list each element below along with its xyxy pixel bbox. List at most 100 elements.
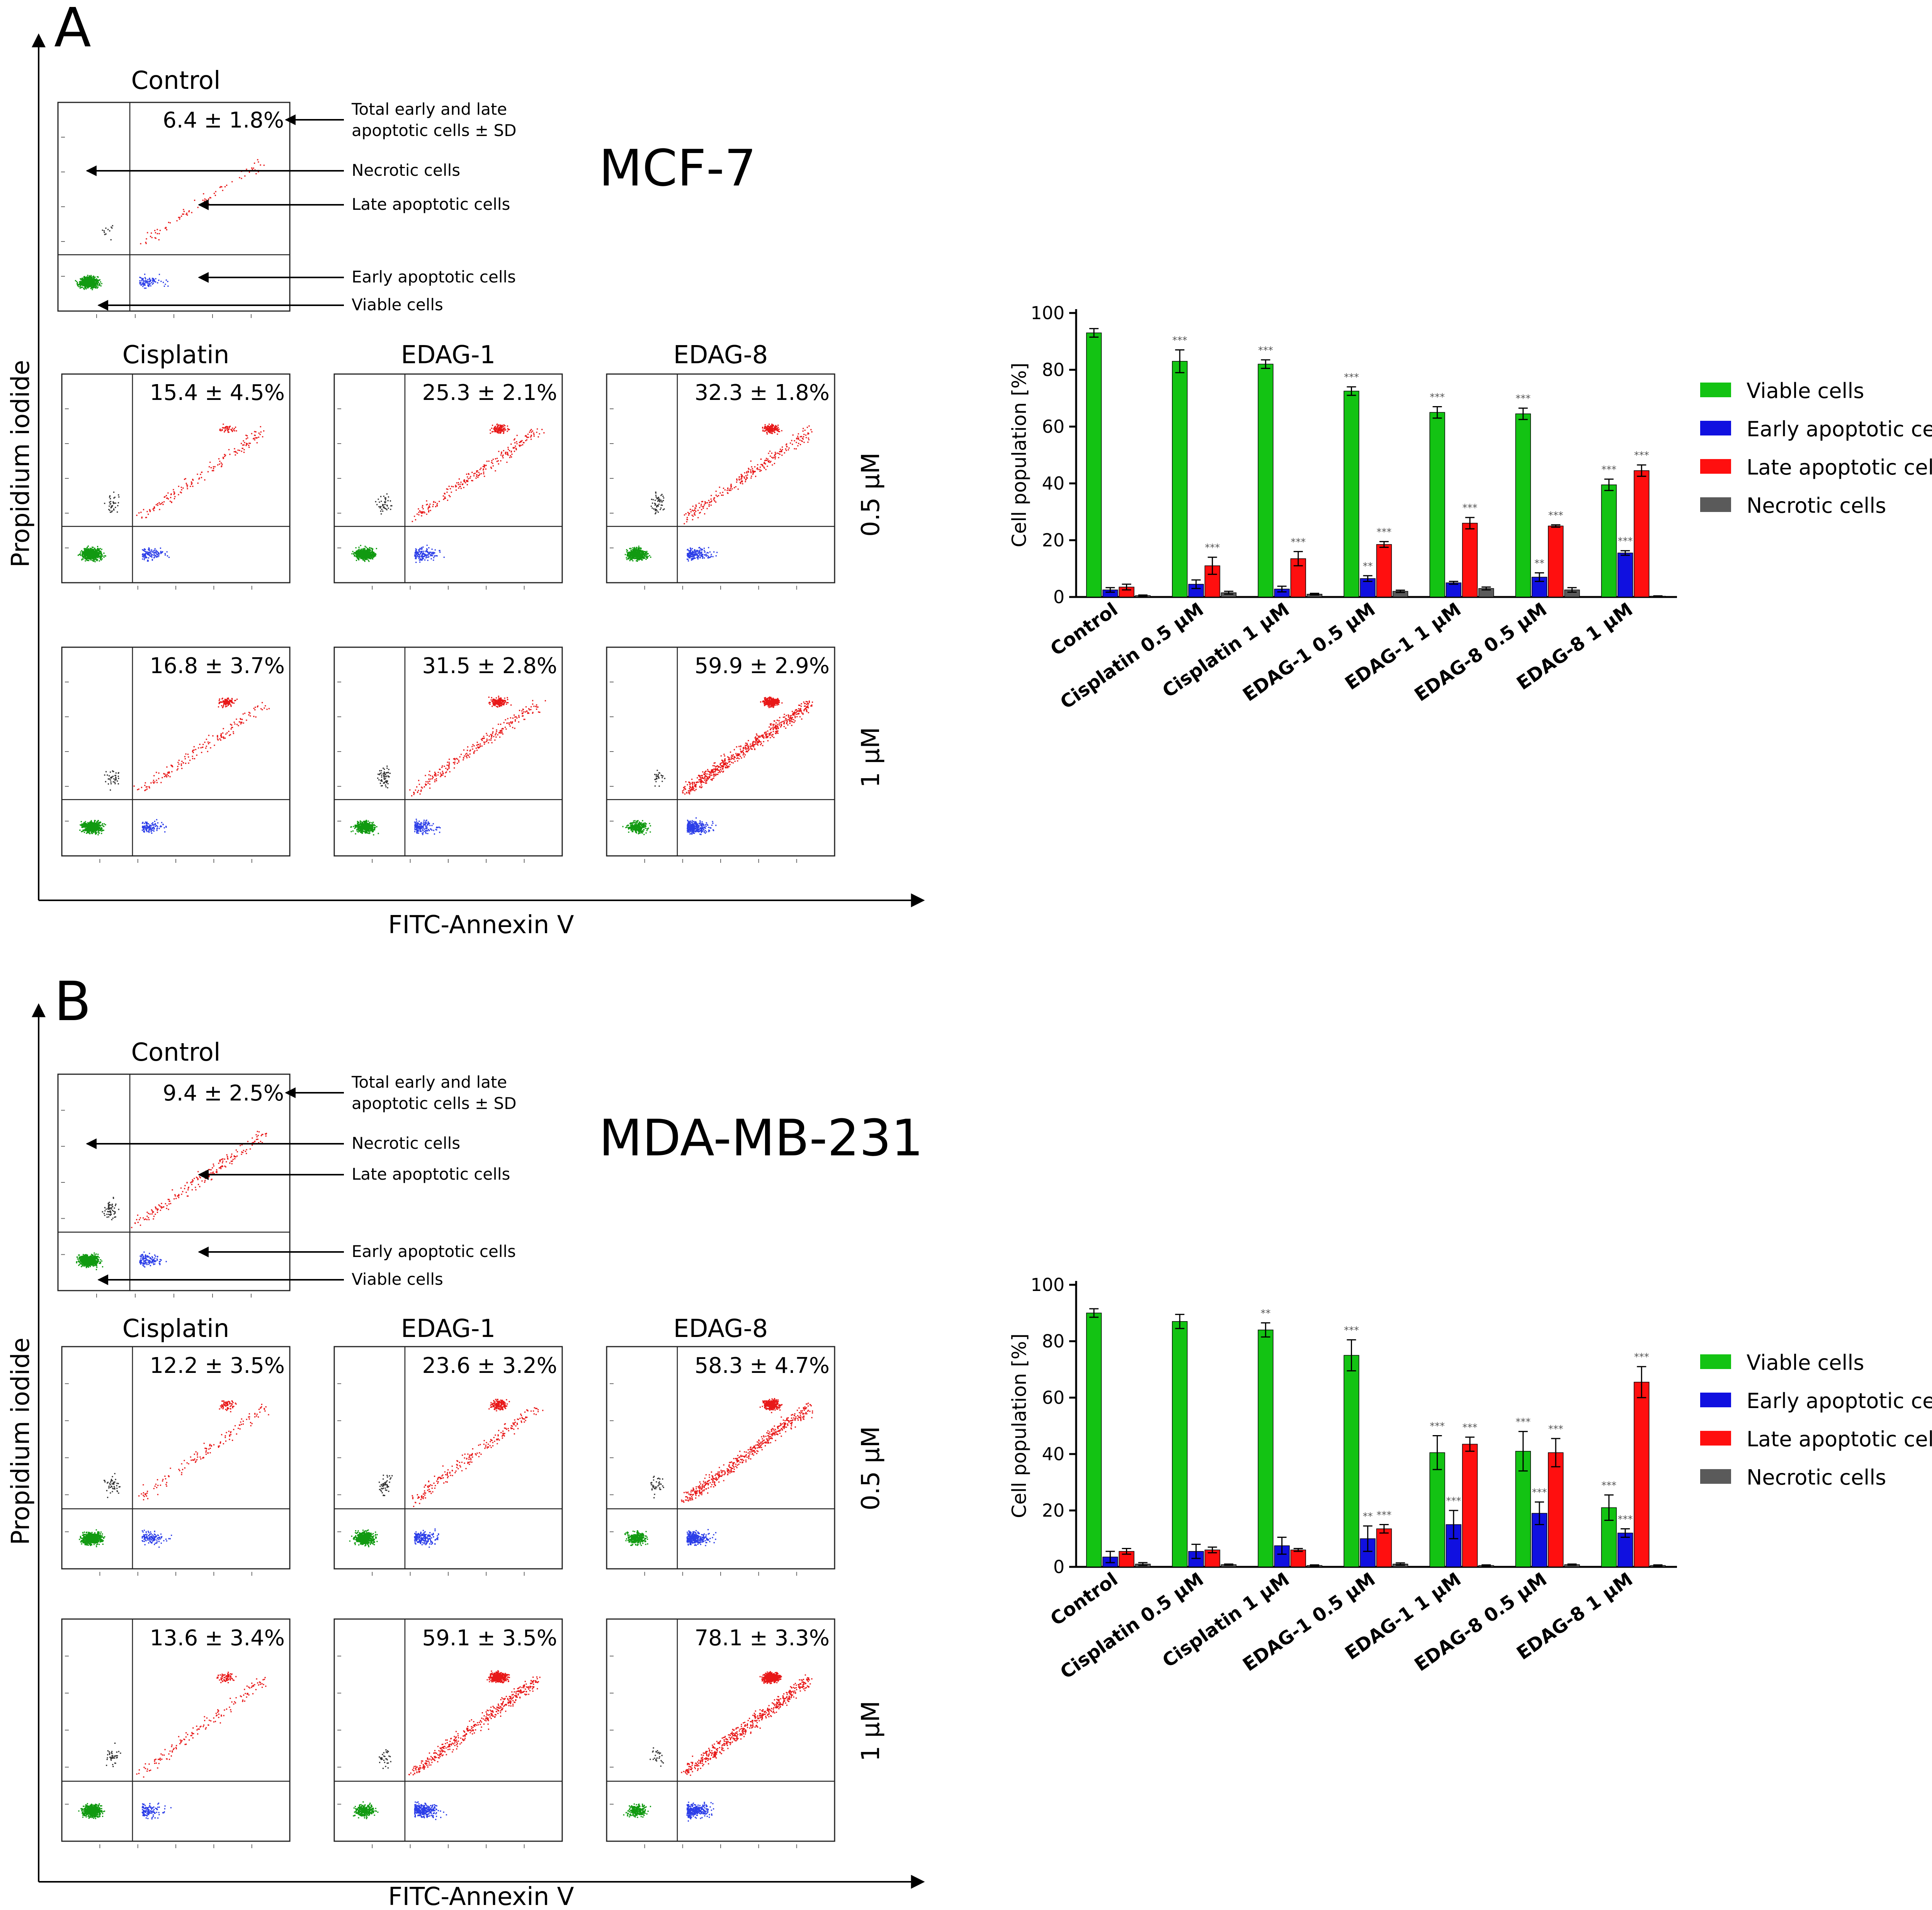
error-bar [1277, 1536, 1287, 1555]
flow-plot-edag1-high: 59.1 ± 3.5% [333, 1618, 563, 1848]
plot-frame [57, 102, 291, 312]
y-tick-label: 20 [1042, 1500, 1065, 1521]
legend-swatch [1700, 421, 1731, 435]
flow-plot-cisplatin-low: 12.2 ± 3.5% [61, 1346, 291, 1576]
axis-ticks [65, 682, 252, 863]
percentage-label: 78.1 ± 3.3% [695, 1626, 830, 1651]
error-bar [1224, 1563, 1233, 1566]
scatter-dots [77, 423, 265, 563]
y-axis-title: Propidium iodide [7, 1338, 35, 1545]
legend-label: Early apoptotic cells [1747, 1389, 1932, 1413]
error-bar [1481, 1564, 1491, 1567]
bar-chart-legend: Viable cells Early apoptotic cells Late ap… [1700, 1350, 1932, 1490]
error-bar [1347, 386, 1356, 396]
error-bar [1224, 590, 1233, 595]
annotation-early: Early apoptotic cells [198, 267, 516, 286]
y-tick-label: 0 [1053, 1556, 1065, 1577]
annotation-total: Total early and late apoptotic cells ± S… [285, 1073, 517, 1113]
significance-label: *** [1548, 510, 1563, 521]
bar [1376, 1528, 1392, 1567]
legend-swatch [1700, 1431, 1731, 1446]
error-bar [1089, 1308, 1099, 1318]
flow-plot-control: 6.4 ± 1.8% [57, 102, 291, 318]
plot-frame [61, 1346, 291, 1570]
annotation-total-line1: Total early and late [351, 100, 507, 119]
flow-plot-edag8-low: 58.3 ± 4.7% [606, 1346, 835, 1576]
significance-label: *** [1344, 1325, 1359, 1336]
legend-label: Late apoptotic cells [1747, 1427, 1932, 1451]
error-bar [1637, 464, 1646, 477]
scatter-dots [79, 697, 270, 835]
error-bar [1518, 407, 1528, 420]
legend-label: Early apoptotic cells [1747, 417, 1932, 441]
legend-swatch [1700, 1354, 1731, 1369]
panel-a: A MCF-7 Propidium iodide FITC-Annexin V … [7, 0, 925, 939]
bar [1548, 1452, 1564, 1567]
bar [1462, 523, 1478, 597]
cell-line-title: MCF-7 [599, 139, 756, 197]
legend-swatch [1700, 1469, 1731, 1484]
condition-label-edag8: EDAG-8 [673, 341, 768, 369]
significance-label: *** [1463, 1422, 1478, 1434]
flow-plot-cisplatin-high: 16.8 ± 3.7% [61, 646, 291, 863]
flow-plot-edag1-low: 25.3 ± 2.1% [333, 373, 563, 590]
significance-label: ** [1534, 558, 1544, 570]
percentage-label: 15.4 ± 4.5% [150, 380, 285, 405]
annotation-total: Total early and late apoptotic cells ± S… [285, 100, 517, 140]
error-bar [1379, 541, 1389, 548]
error-bar [1310, 1564, 1319, 1567]
percentage-label: 16.8 ± 3.7% [150, 653, 285, 679]
annotation-late-label: Late apoptotic cells [352, 195, 510, 214]
legend-swatch [1700, 1393, 1731, 1407]
error-bar [1208, 556, 1217, 575]
bar [1086, 332, 1102, 597]
y-tick-label: 100 [1031, 303, 1065, 323]
scatter-dots [623, 1671, 813, 1822]
flow-plot-edag8-high: 59.9 ± 2.9% [606, 646, 835, 863]
error-bar [1310, 592, 1319, 596]
error-bar [1208, 1546, 1217, 1553]
y-tick-label: 40 [1042, 473, 1065, 494]
scatter-dots [75, 159, 265, 291]
error-bar [1432, 1435, 1442, 1470]
axis-ticks [65, 1655, 252, 1848]
legend-swatch [1700, 497, 1731, 512]
error-bar [1551, 524, 1561, 528]
cell-line-title: MDA-MB-231 [599, 1109, 923, 1167]
flow-plot-cisplatin-low: 15.4 ± 4.5% [61, 373, 291, 590]
error-bar [1551, 1438, 1561, 1468]
bar-chart-y-label: Cell population [%] [1008, 363, 1031, 548]
y-tick-label: 20 [1042, 530, 1065, 551]
significance-label: *** [1634, 1352, 1649, 1363]
scatter-dots [79, 1400, 269, 1548]
dose-label-high: 1 µM [857, 727, 885, 788]
annotation-necrotic: Necrotic cells [86, 1134, 460, 1153]
error-bar [1621, 1528, 1630, 1538]
error-bar [1261, 1322, 1270, 1338]
condition-label-edag1: EDAG-1 [401, 341, 496, 369]
significance-label: *** [1344, 372, 1359, 383]
significance-label: *** [1548, 1424, 1563, 1435]
plot-frame [606, 1618, 835, 1842]
annotation-total-line2: apoptotic cells ± SD [352, 1094, 517, 1113]
bar [1290, 1549, 1306, 1567]
percentage-label: 32.3 ± 1.8% [695, 380, 830, 405]
plot-frame [61, 646, 291, 857]
x-axis-title: FITC-Annexin V [388, 911, 574, 939]
bar [1617, 1532, 1633, 1567]
plot-frame [61, 373, 291, 583]
scatter-dots [350, 696, 546, 836]
y-tick-label: 80 [1042, 1331, 1065, 1352]
annotation-late: Late apoptotic cells [198, 195, 510, 214]
error-bar [1621, 550, 1630, 556]
error-bar [1277, 585, 1287, 593]
annotation-necrotic-label: Necrotic cells [352, 1134, 460, 1153]
error-bar [1481, 586, 1491, 591]
significance-label: *** [1463, 502, 1478, 514]
scatter-dots [76, 1131, 267, 1270]
axis-ticks [337, 682, 525, 863]
bar [1601, 484, 1617, 597]
annotation-necrotic-label: Necrotic cells [352, 161, 460, 180]
error-bar [1175, 1314, 1185, 1329]
error-bar [1261, 359, 1270, 369]
